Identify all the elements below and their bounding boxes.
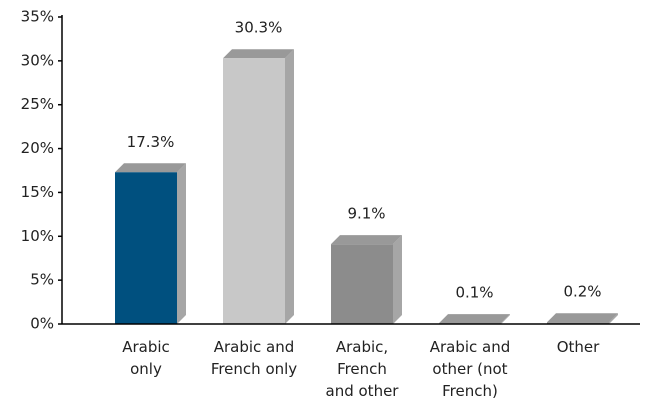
x-tick-label: Arabic only [122,338,170,378]
value-label: 9.1% [347,205,385,223]
bar-top [223,49,294,59]
bar-side [393,235,402,324]
y-tick-label: 30% [21,51,54,69]
bar-top [331,235,402,245]
bar-side [177,163,186,324]
y-tick-label: 35% [21,8,54,26]
bar-top [115,163,186,173]
x-tick-label: Arabic, French and other [325,338,399,400]
x-tick-label: Arabic and other (not French) [429,338,511,400]
y-tick-label: 15% [21,183,54,201]
bar-top [439,314,510,324]
x-tick-label: Other [556,338,600,356]
bar-side [609,313,618,324]
value-label: 0.1% [455,284,493,302]
bar [115,172,177,324]
value-label: 17.3% [127,133,175,151]
value-label: 0.2% [563,283,601,301]
bar-side [285,49,294,325]
y-tick-label: 25% [21,95,54,113]
y-tick-label: 5% [30,271,54,289]
y-tick-label: 10% [21,227,54,245]
bar [223,58,285,325]
bar-top [547,313,618,323]
bar [331,244,393,324]
bar-side [501,314,510,324]
bar [547,322,609,324]
value-label: 30.3% [235,19,283,37]
x-tick-label: Arabic and French only [210,338,298,378]
y-tick-label: 20% [21,139,54,157]
y-tick-label: 0% [30,315,54,333]
